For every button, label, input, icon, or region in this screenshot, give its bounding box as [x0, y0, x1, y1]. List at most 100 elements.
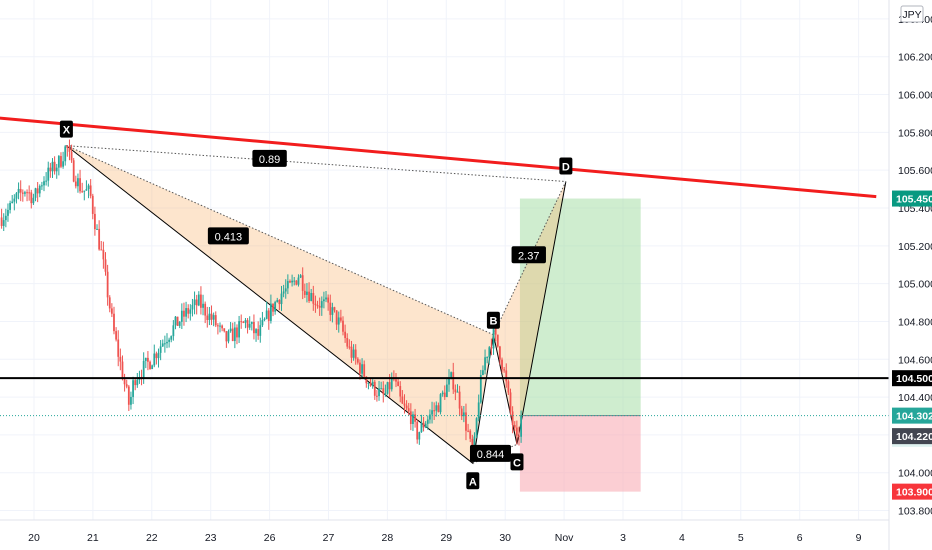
- candle-body: [416, 421, 419, 440]
- candle-body: [439, 394, 442, 413]
- candle-body: [0, 217, 3, 226]
- candle-body: [9, 202, 11, 210]
- candle-body: [452, 372, 455, 390]
- candle-body: [43, 181, 45, 186]
- candle-body: [244, 320, 247, 323]
- pattern-point-c: C: [510, 453, 524, 471]
- candle-body: [503, 369, 506, 371]
- candle-body: [414, 414, 416, 422]
- candle-body: [83, 190, 86, 192]
- price-badge-text: 104.500: [896, 373, 932, 385]
- pattern-point-box: [510, 453, 524, 471]
- candle-body: [342, 320, 344, 332]
- x-tick-label: 22: [146, 532, 158, 544]
- candle-body: [47, 167, 50, 181]
- candle-body: [189, 309, 192, 314]
- candle-body: [301, 275, 304, 291]
- time-axis[interactable]: 20 21 22 23 26 27 28 29 30 Nov 3 4 5 6 9: [0, 519, 889, 544]
- y-tick-label: 105.800: [898, 127, 932, 139]
- candle-body: [142, 360, 145, 378]
- ratio-label: 0.413: [207, 227, 249, 245]
- candle-body: [231, 328, 234, 342]
- pattern-point-b: B: [486, 311, 500, 329]
- candle-body: [378, 388, 380, 397]
- candle-body: [445, 384, 448, 398]
- candle-body: [81, 191, 84, 193]
- candle-body: [151, 365, 154, 370]
- candle-body: [284, 288, 287, 292]
- candle-body: [34, 188, 37, 198]
- trendline[interactable]: [0, 115, 877, 199]
- drawings[interactable]: [0, 115, 889, 417]
- candle-body: [221, 325, 224, 329]
- candle-body: [371, 381, 374, 386]
- pattern-point-box: [466, 472, 480, 490]
- candle-body: [19, 188, 22, 193]
- candle-body: [384, 393, 387, 395]
- ratio-label-text: 2.37: [518, 250, 539, 262]
- candle-body: [367, 382, 370, 384]
- candle-body: [53, 161, 56, 172]
- candle-body: [346, 338, 349, 347]
- x-tick-label: 26: [264, 532, 276, 544]
- candle-body: [233, 327, 236, 342]
- candle-body: [70, 151, 73, 161]
- candle-body: [450, 372, 453, 378]
- candle-body: [208, 313, 211, 321]
- profit-zone[interactable]: [519, 198, 641, 416]
- ratio-label-text: 0.89: [259, 154, 280, 166]
- ratio-label: 0.89: [252, 149, 287, 167]
- candle-body: [153, 353, 156, 366]
- currency-button-box[interactable]: [900, 5, 924, 23]
- candle-body: [202, 303, 204, 308]
- x-tick-label: 9: [856, 532, 862, 544]
- candle-body: [490, 347, 493, 349]
- candle-body: [382, 388, 385, 395]
- pattern-point-label: D: [562, 162, 570, 174]
- ratio-label-box: [511, 246, 546, 264]
- candle-body: [115, 331, 118, 340]
- candle-body: [94, 213, 96, 230]
- candle-body: [110, 308, 113, 314]
- candle-body: [412, 414, 414, 424]
- candle-body: [405, 405, 408, 409]
- candle-body: [492, 328, 495, 349]
- pattern-ratio-line-xd[interactable]: [66, 145, 566, 183]
- candle-body: [475, 418, 478, 437]
- candle-body: [172, 325, 175, 337]
- ratio-label-text: 0.413: [215, 231, 243, 243]
- candle-body: [104, 259, 107, 272]
- candle-body: [356, 358, 359, 363]
- candle-body: [409, 411, 412, 424]
- candle-body: [117, 339, 120, 357]
- candle-body: [240, 321, 243, 323]
- candle-body: [479, 375, 482, 403]
- pattern-ratio-line-xb[interactable]: [66, 145, 494, 336]
- candle-body: [278, 300, 281, 305]
- price-badge-text: 105.450: [896, 194, 932, 206]
- price-badge-box: [892, 483, 932, 500]
- candle-body: [443, 392, 446, 398]
- candle-body: [460, 408, 463, 417]
- candle-body: [316, 305, 319, 307]
- candle-body: [225, 331, 228, 342]
- candle-body: [484, 357, 486, 371]
- candle-body: [308, 291, 310, 302]
- x-tick-label: 6: [797, 532, 803, 544]
- currency-button[interactable]: JPY: [900, 5, 924, 23]
- loss-zone[interactable]: [519, 415, 641, 492]
- candle-body: [157, 352, 160, 359]
- candle-body: [250, 321, 253, 324]
- candle-body: [329, 302, 332, 315]
- candle-body: [469, 430, 472, 439]
- y-tick-label: 106.200: [898, 52, 932, 64]
- candle-body: [227, 331, 230, 342]
- candle-body: [291, 280, 293, 283]
- candle-body: [431, 410, 433, 415]
- candle-body: [125, 384, 128, 387]
- long-position-tool[interactable]: [519, 198, 641, 492]
- candle-body: [297, 277, 300, 285]
- currency-label[interactable]: JPY: [902, 9, 921, 21]
